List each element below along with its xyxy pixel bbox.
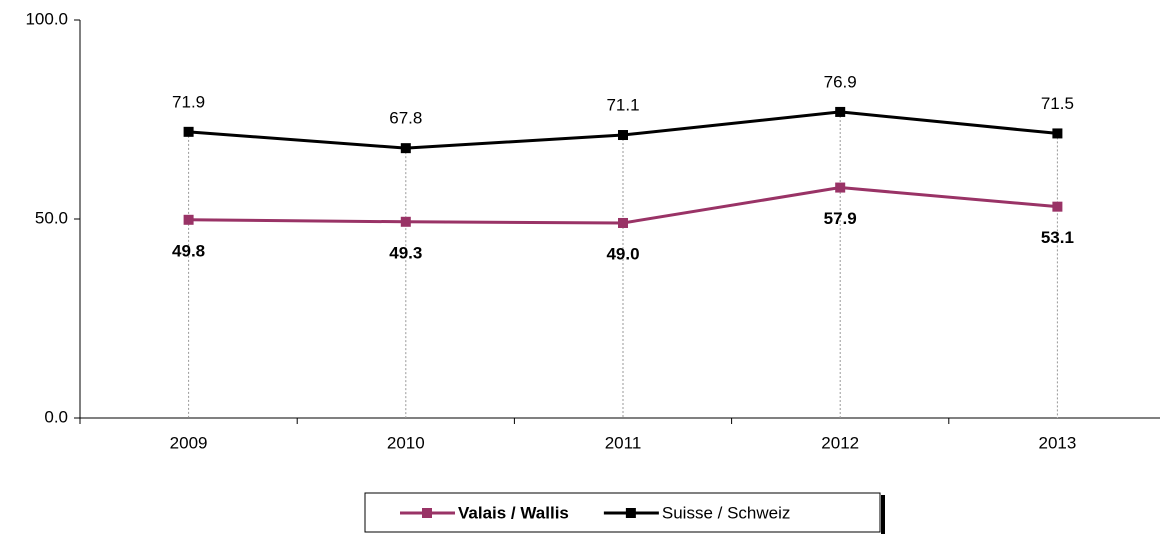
point-marker <box>618 130 628 141</box>
x-tick-label: 2009 <box>170 433 208 452</box>
data-label: 49.3 <box>389 243 422 262</box>
point-marker <box>835 182 846 193</box>
point-marker <box>183 126 194 137</box>
point-marker <box>183 214 194 225</box>
y-tick-label: 0.0 <box>44 407 68 426</box>
point-marker <box>400 216 411 227</box>
x-tick-label: 2013 <box>1038 433 1076 452</box>
data-label: 67.8 <box>389 109 422 128</box>
data-label: 49.8 <box>172 241 205 260</box>
point-marker <box>835 106 846 117</box>
y-tick-label: 50.0 <box>35 208 68 227</box>
data-label: 57.9 <box>824 209 857 228</box>
x-tick-label: 2010 <box>387 433 425 452</box>
point-marker <box>1052 201 1063 212</box>
y-tick-label: 100.0 <box>25 9 68 28</box>
point-marker <box>400 143 411 154</box>
x-tick-label: 2011 <box>605 433 642 452</box>
x-tick-label: 2012 <box>821 433 859 452</box>
data-label: 76.9 <box>824 72 857 91</box>
data-label: 71.1 <box>606 96 639 115</box>
point-marker <box>1052 128 1063 139</box>
point-marker <box>618 217 628 228</box>
data-label: 53.1 <box>1041 228 1074 247</box>
legend-shadow <box>881 495 885 534</box>
data-label: 49.0 <box>606 244 639 263</box>
legend-label: Valais / Wallis <box>458 503 569 522</box>
legend-marker <box>625 508 636 518</box>
data-label: 71.5 <box>1041 94 1074 113</box>
legend-marker <box>422 508 432 518</box>
data-label: 71.9 <box>172 92 205 111</box>
legend-label: Suisse / Schweiz <box>662 503 791 522</box>
